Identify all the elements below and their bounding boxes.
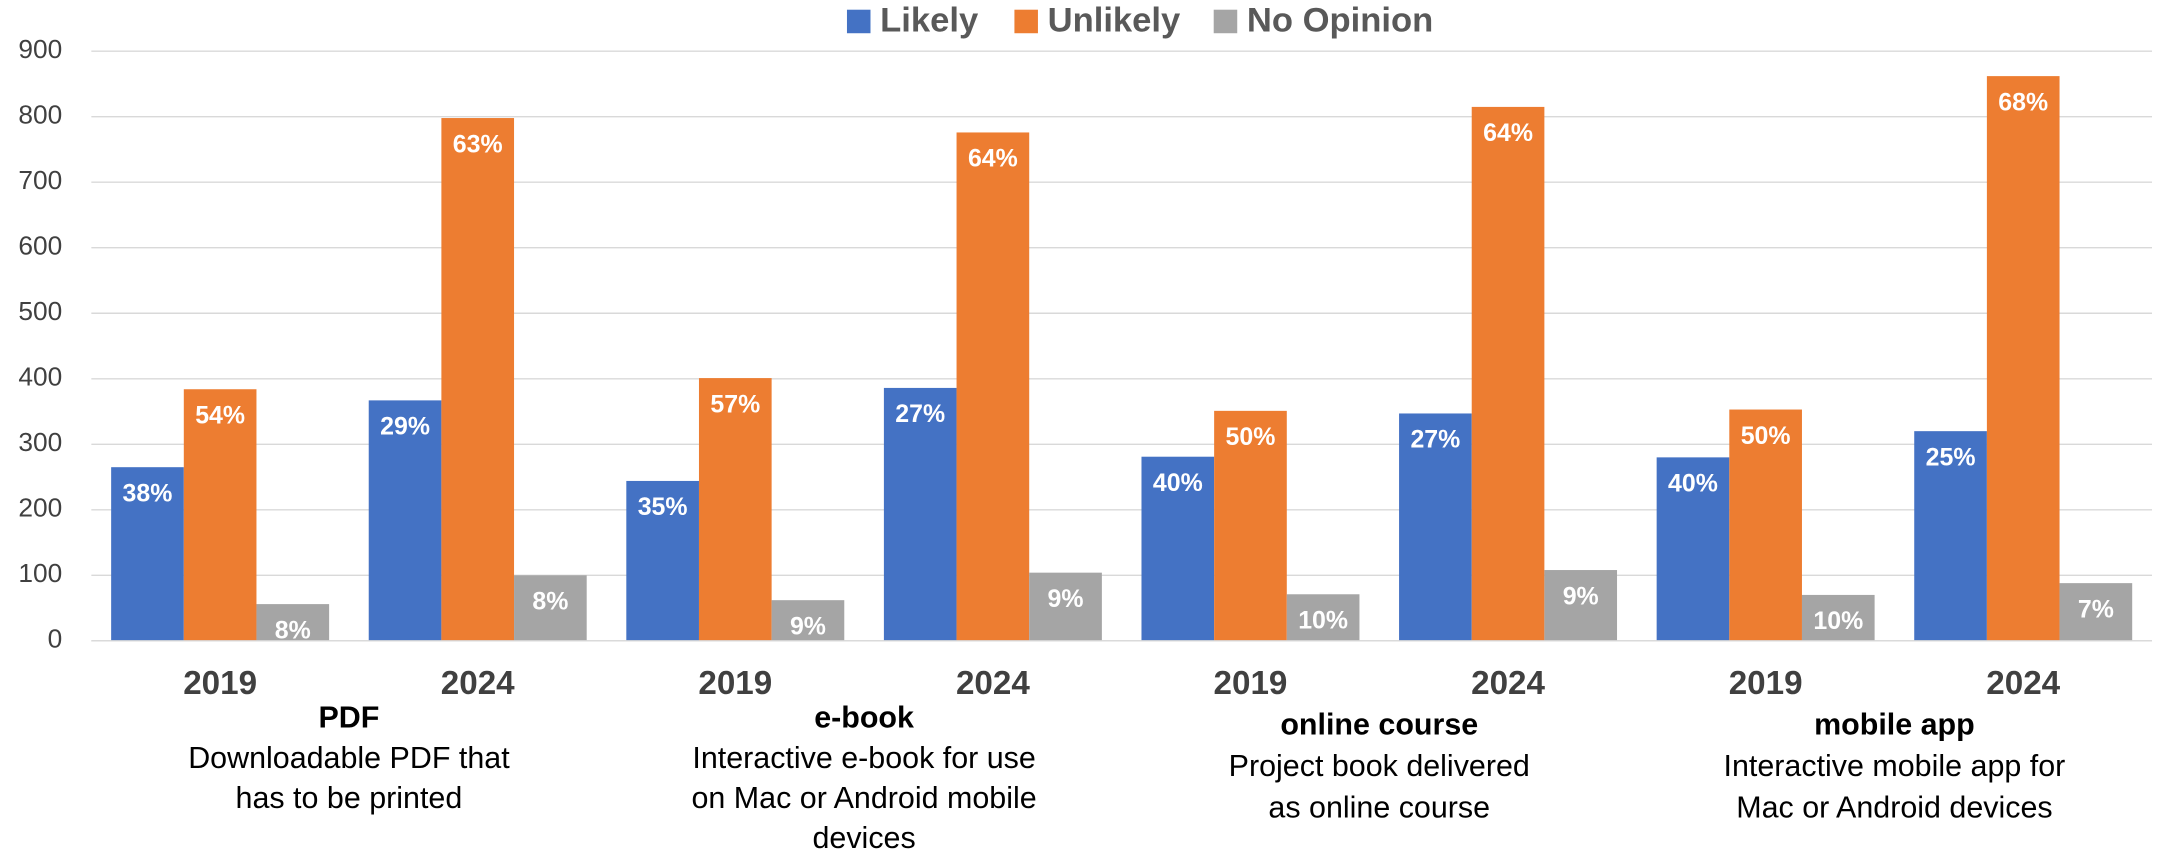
group-description: Mac or Android devices	[1736, 791, 2052, 825]
bar	[514, 575, 587, 641]
data-label: 10%	[1813, 607, 1863, 635]
bar	[1141, 456, 1215, 641]
bar	[1544, 570, 1618, 641]
y-tick-label: 800	[18, 100, 62, 130]
bar	[256, 604, 330, 641]
bar	[1914, 431, 1987, 641]
group-description: devices	[812, 821, 915, 855]
data-label: 64%	[968, 145, 1018, 173]
y-tick-label: 600	[18, 231, 62, 261]
data-label: 35%	[638, 493, 688, 521]
data-label: 27%	[895, 400, 945, 428]
group-description: Downloadable PDF that	[188, 741, 510, 775]
data-label: 40%	[1153, 469, 1203, 497]
x-tick-label: 2024	[1986, 665, 2060, 702]
x-tick-label: 2019	[183, 665, 257, 702]
bar	[1801, 594, 1875, 641]
x-tick-label: 2024	[441, 665, 515, 702]
legend-swatch	[846, 9, 871, 34]
x-tick-label: 2019	[1729, 665, 1803, 702]
bar	[698, 378, 772, 641]
group-description: Interactive mobile app for	[1724, 749, 2066, 783]
bar	[111, 467, 184, 641]
group-name: mobile app	[1814, 708, 1975, 742]
data-label: 54%	[195, 401, 245, 429]
bar	[1471, 106, 1545, 641]
data-label: 7%	[2078, 595, 2114, 623]
bar	[1214, 410, 1287, 641]
data-label: 63%	[453, 130, 503, 158]
y-tick-label: 200	[18, 493, 62, 523]
data-label: 27%	[1410, 426, 1460, 454]
data-label: 50%	[1741, 422, 1791, 450]
legend-label: Unlikely	[1048, 1, 1181, 39]
bar	[441, 118, 515, 641]
x-tick-label: 2019	[698, 665, 772, 702]
y-tick-label: 0	[48, 624, 63, 654]
data-label: 8%	[275, 616, 311, 644]
bar	[1729, 409, 1802, 641]
legend-label: Likely	[880, 1, 979, 39]
group-description: Project book delivered	[1229, 749, 1530, 783]
bar	[771, 600, 845, 641]
legend-swatch	[1014, 9, 1038, 34]
bar	[956, 132, 1030, 641]
data-label: 38%	[123, 479, 173, 507]
y-tick-label: 900	[18, 34, 62, 64]
bar	[2059, 583, 2133, 641]
x-tick-label: 2024	[1471, 665, 1545, 702]
group-name: e-book	[814, 701, 914, 735]
group-description: has to be printed	[236, 781, 463, 815]
bar	[1286, 594, 1360, 641]
bar	[626, 480, 699, 641]
data-label: 50%	[1226, 423, 1276, 451]
data-label: 25%	[1926, 443, 1976, 471]
bar	[1986, 76, 2060, 641]
data-label: 64%	[1483, 119, 1533, 147]
data-label: 9%	[1563, 582, 1599, 610]
data-label: 29%	[380, 413, 430, 441]
data-label: 40%	[1668, 470, 1718, 498]
x-tick-label: 2024	[956, 665, 1030, 702]
y-tick-label: 700	[18, 165, 62, 195]
bar	[183, 389, 257, 641]
data-label: 57%	[710, 390, 760, 418]
bar	[883, 387, 957, 641]
bar	[1399, 413, 1472, 641]
group-name: online course	[1280, 708, 1478, 742]
data-label: 9%	[1048, 585, 1084, 613]
x-tick-label: 2019	[1214, 665, 1288, 702]
y-tick-label: 500	[18, 296, 62, 326]
group-name: PDF	[318, 701, 379, 735]
y-tick-label: 400	[18, 362, 62, 392]
bar	[1029, 572, 1102, 641]
group-description: as online course	[1268, 791, 1490, 825]
group-description: Interactive e-book for use	[692, 741, 1035, 775]
data-label: 10%	[1298, 607, 1348, 635]
data-label: 8%	[532, 588, 568, 616]
y-tick-label: 100	[18, 558, 62, 588]
legend-label: No Opinion	[1247, 1, 1433, 39]
data-label: 68%	[1998, 88, 2048, 116]
data-label: 9%	[790, 612, 826, 640]
bar	[368, 400, 442, 641]
bar	[1656, 457, 1730, 641]
group-description: on Mac or Android mobile	[692, 781, 1037, 815]
y-tick-label: 300	[18, 427, 62, 457]
legend-swatch	[1213, 9, 1238, 34]
